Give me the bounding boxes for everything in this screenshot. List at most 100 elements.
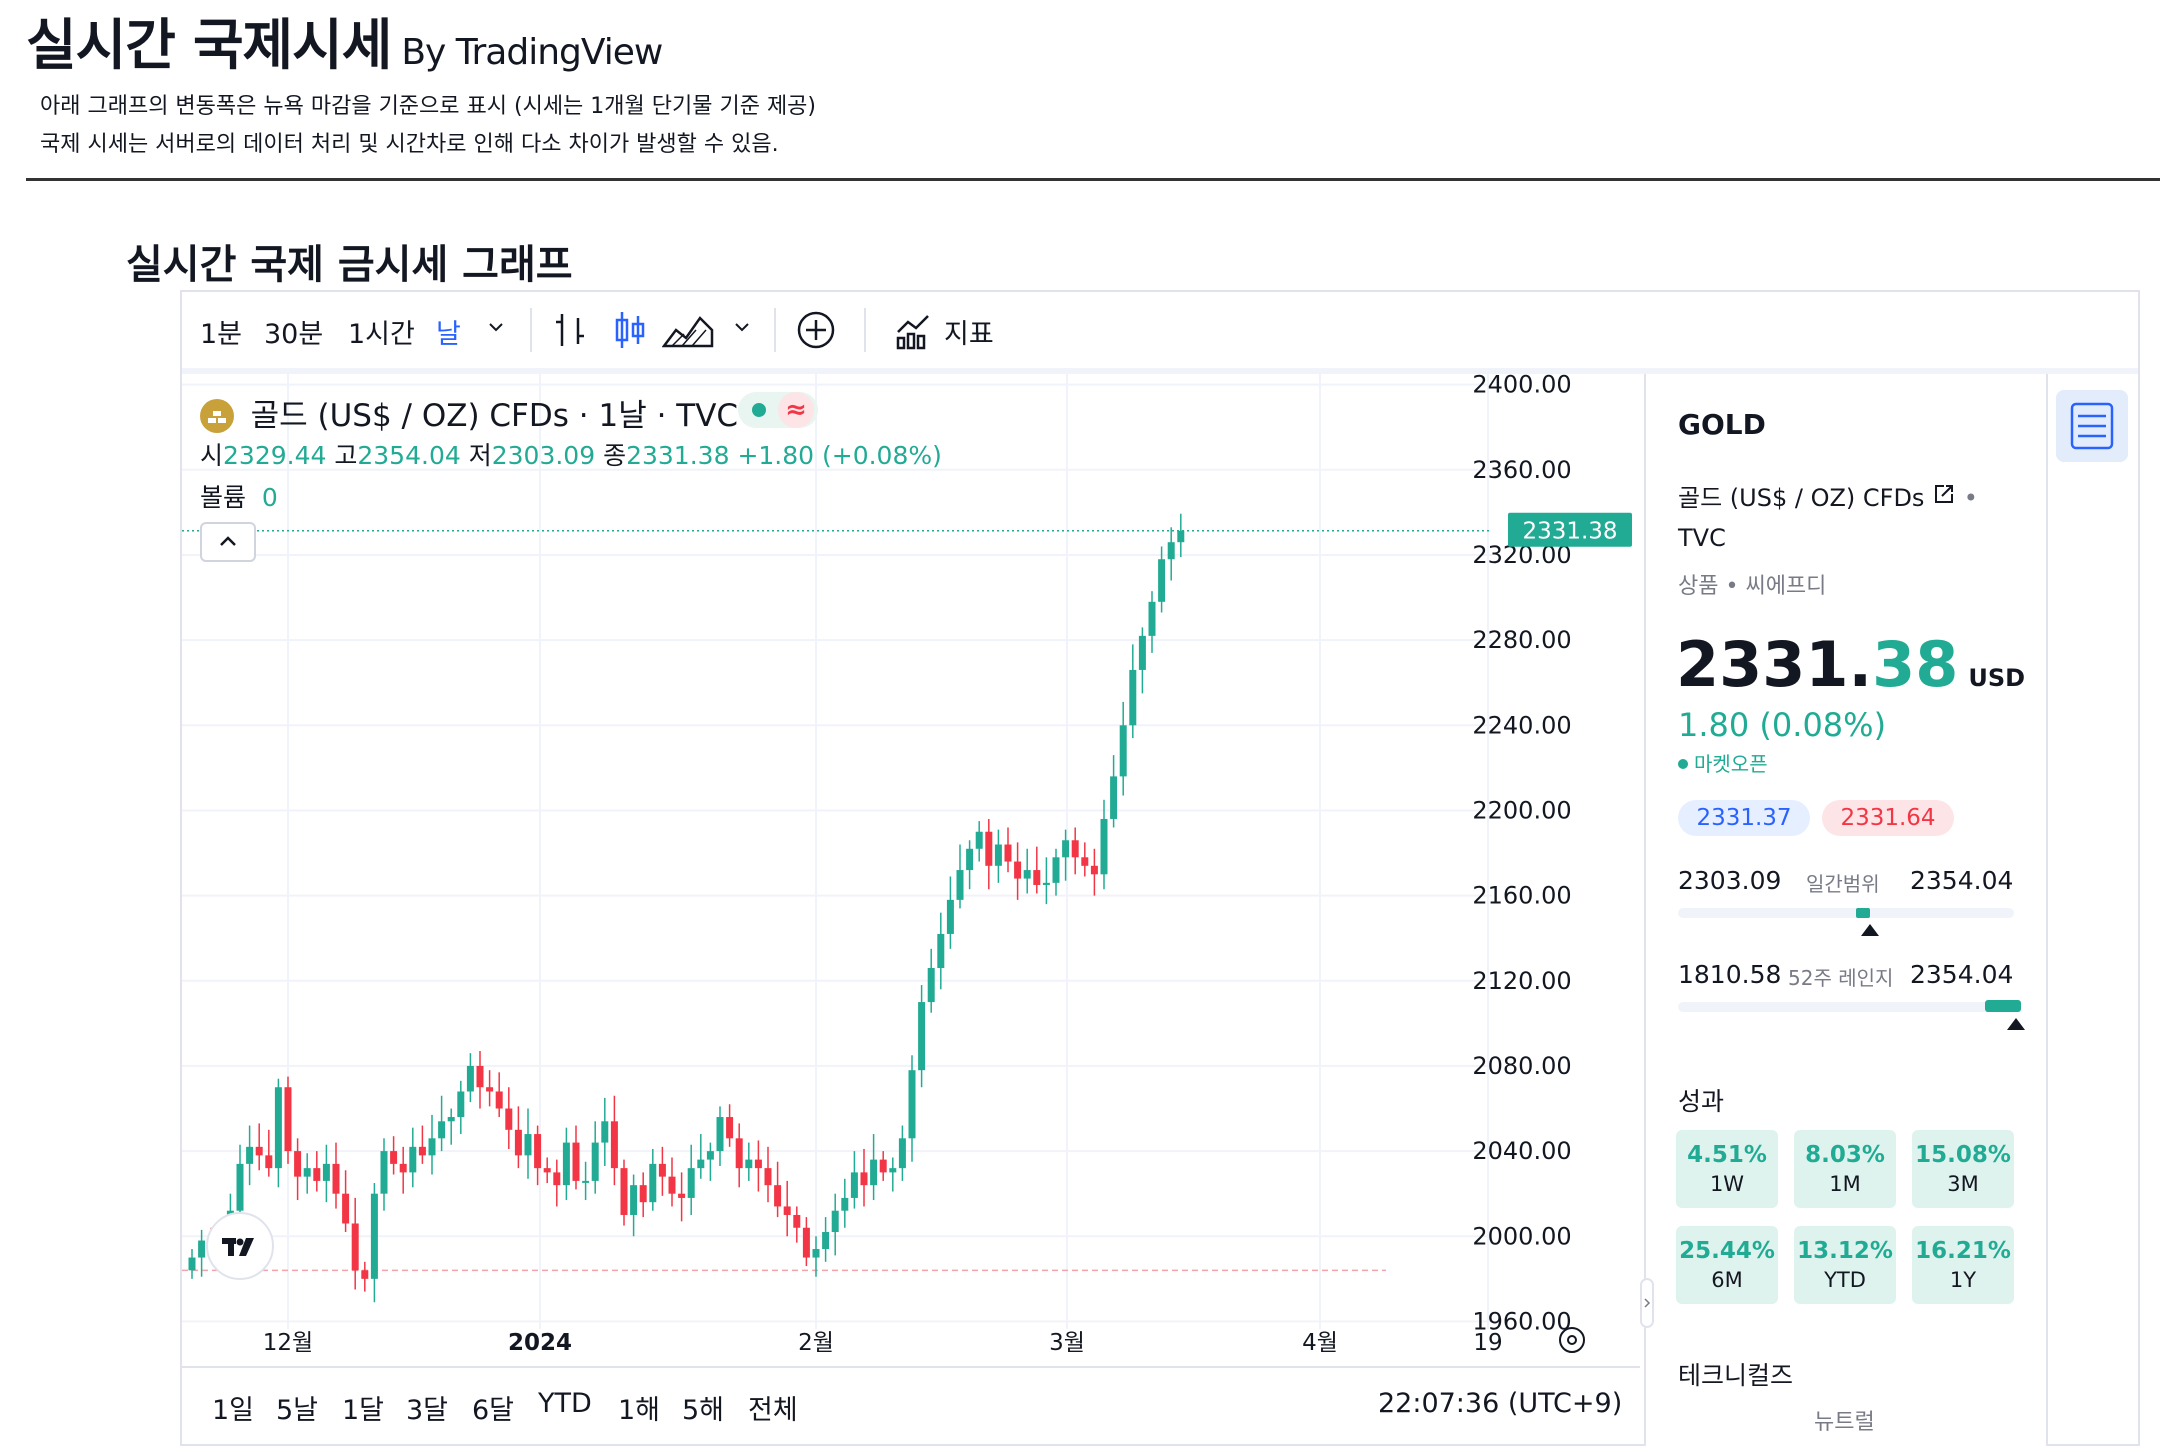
candle-body [447, 1117, 455, 1122]
price-chart[interactable]: 2400.002360.002320.002280.002240.002200.… [182, 374, 1640, 1364]
watchlist-button[interactable] [2056, 390, 2128, 462]
candle-body [370, 1193, 378, 1279]
candle-body [342, 1193, 350, 1224]
range-5d[interactable]: 5날 [276, 1395, 319, 1426]
collapse-legend-button[interactable] [200, 522, 256, 562]
day-range-bar [1678, 908, 2014, 918]
perf-1y[interactable]: 16.21% 1Y [1912, 1226, 2014, 1304]
perf-ytd[interactable]: 13.12% YTD [1794, 1226, 1896, 1304]
candle-body [524, 1134, 532, 1156]
candle-body [889, 1168, 897, 1173]
candle-body [774, 1185, 782, 1207]
range-5y[interactable]: 5해 [682, 1395, 725, 1426]
symbol-name[interactable]: 골드 (US$ / OZ) CFDs [1678, 484, 1925, 512]
range-52w-label: 52주 레인지 [1788, 966, 1894, 990]
open-label: 시 [200, 441, 224, 470]
candle-body [649, 1163, 657, 1203]
candle-body [198, 1240, 206, 1258]
interval-chevron-down-icon[interactable] [486, 312, 506, 349]
y-tick-label: 2120.00 [1472, 967, 1571, 995]
y-tick-label: 1960.00 [1472, 1307, 1571, 1335]
candle-body [1004, 844, 1012, 862]
interval-1min[interactable]: 1분 [200, 319, 243, 350]
perf-value: 8.03% [1805, 1142, 1885, 1168]
x-tick-label: 19 [1473, 1330, 1502, 1356]
section-title: 실시간 국제 금시세 그래프 [126, 242, 573, 288]
candle-body [1100, 818, 1108, 875]
candle-body [898, 1138, 906, 1169]
chart-type-chevron-down-icon[interactable] [732, 312, 752, 349]
candle-body [745, 1159, 753, 1169]
perf-3m[interactable]: 15.08% 3M [1912, 1130, 2014, 1208]
candle-body [188, 1257, 196, 1271]
perf-label: 1Y [1949, 1268, 1977, 1292]
bid-badge: 2331.37 [1678, 800, 1810, 836]
perf-value: 4.51% [1687, 1142, 1767, 1168]
candle-body [1062, 840, 1070, 858]
exchange: TVC [1678, 524, 1726, 552]
perf-1w[interactable]: 4.51% 1W [1676, 1130, 1778, 1208]
category-cfd[interactable]: 씨에프디 [1745, 574, 1827, 599]
market-status-pill[interactable]: ≈ [738, 392, 818, 428]
note-line-1: 아래 그래프의 변동폭은 뉴욕 마감을 기준으로 표시 (시세는 1개월 단기물… [40, 94, 817, 119]
candle-body [514, 1129, 522, 1156]
perf-1m[interactable]: 8.03% 1M [1794, 1130, 1896, 1208]
candle-body [937, 933, 945, 968]
candles-icon[interactable] [612, 310, 648, 357]
symbol-legend: 골드 (US$ / OZ) CFDs · 1날 · TVC [200, 390, 738, 436]
range-all[interactable]: 전체 [748, 1395, 798, 1426]
panel-collapse-handle[interactable] [1640, 1278, 1654, 1328]
candle-body [966, 848, 974, 871]
y-tick-label: 2240.00 [1472, 711, 1571, 739]
candle-body [927, 968, 935, 1003]
candle-body [793, 1214, 801, 1228]
perf-6m[interactable]: 25.44% 6M [1676, 1226, 1778, 1304]
candle-body [418, 1146, 426, 1156]
interval-1hour[interactable]: 1시간 [348, 319, 415, 350]
candle-body [409, 1146, 417, 1173]
clock-time[interactable]: 22:07:36 (UTC+9) [1378, 1388, 1623, 1419]
chevron-right-icon [1644, 1298, 1651, 1308]
y-tick-label: 2200.00 [1472, 796, 1571, 824]
range-1m[interactable]: 1달 [342, 1395, 385, 1426]
area-chart-icon[interactable] [661, 310, 714, 357]
candle-body [610, 1121, 618, 1169]
title-text: 실시간 국제시세 [26, 13, 392, 77]
range-1y[interactable]: 1해 [618, 1395, 661, 1426]
perf-value: 25.44% [1679, 1238, 1775, 1264]
y-tick-label: 2040.00 [1472, 1137, 1571, 1165]
candle-body [658, 1163, 666, 1177]
interval-30min[interactable]: 30분 [264, 319, 324, 350]
market-status-text: 마켓오픈 [1694, 752, 1768, 776]
price-decimals: 38 [1872, 628, 1959, 701]
range-3m[interactable]: 3달 [406, 1395, 449, 1426]
external-link-icon[interactable] [1932, 484, 1956, 512]
candle-body [457, 1091, 465, 1118]
interval-day[interactable]: 날 [436, 319, 461, 350]
list-icon [2070, 402, 2114, 450]
range-ytd[interactable]: YTD [538, 1388, 592, 1419]
ohlc-legend: 시2329.44 고2354.04 저2303.09 종2331.38 +1.8… [200, 436, 942, 472]
symbol-name-line[interactable]: 골드 (US$ / OZ) CFDs • [1678, 484, 1978, 512]
x-tick-label: 12월 [263, 1330, 313, 1356]
tradingview-logo[interactable] [206, 1212, 274, 1280]
range-6m[interactable]: 6달 [472, 1395, 515, 1426]
perf-label: 1M [1829, 1172, 1861, 1196]
candle-body [1119, 725, 1127, 777]
close-label: 종 [603, 441, 627, 470]
candle-body [591, 1142, 599, 1181]
range-1d[interactable]: 1일 [212, 1395, 255, 1426]
category-commodity[interactable]: 상품 [1678, 574, 1719, 599]
candle-body [332, 1163, 340, 1194]
candle-body [274, 1087, 282, 1169]
bar-chart-icon[interactable] [552, 310, 588, 357]
toolbar-divider [182, 368, 2138, 374]
candle-body [303, 1168, 311, 1177]
indicators-icon[interactable] [894, 310, 934, 357]
gold-logo-icon [200, 398, 234, 433]
indicators-button[interactable]: 지표 [944, 319, 994, 350]
range-52w-marker-icon [2005, 1016, 2027, 1036]
candle-body [438, 1121, 446, 1139]
plus-circle-icon[interactable] [796, 310, 836, 357]
candle-body [716, 1117, 724, 1152]
